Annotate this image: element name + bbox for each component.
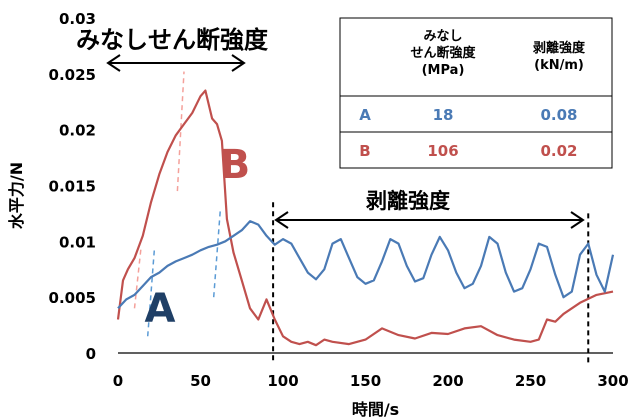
y-tick-label: 0.005 [49, 289, 96, 307]
curve-b-label: B [220, 142, 251, 188]
x-tick-label: 150 [350, 372, 381, 390]
y-tick-label: 0 [86, 345, 96, 363]
guide-b-right [176, 71, 185, 192]
peel-arrow-head-left [274, 211, 289, 229]
series-a-line [117, 220, 615, 310]
minashi-arrow-head-right [231, 54, 246, 72]
table-header-shear: せん断強度 [410, 45, 476, 61]
table-cell-sample: B [359, 142, 370, 160]
minashi-label: みなしせん断強度 [76, 26, 269, 54]
table-cell-peel: 0.08 [540, 106, 577, 124]
peel-label: 剥離強度 [366, 189, 450, 213]
series-lines [116, 89, 615, 347]
axes: 0 50 100 150 200 250 300 0 0.005 0.01 0.015 0.02 0.0… [7, 10, 629, 419]
x-tick-label: 50 [190, 372, 211, 390]
y-tick-label: 0.01 [59, 233, 96, 251]
table-header-peel: (kN/m) [534, 58, 584, 73]
y-tick-label: 0.015 [49, 178, 96, 196]
guide-lines [133, 71, 590, 363]
guide-b-left [133, 246, 142, 309]
y-tick-label: 0.025 [49, 66, 96, 84]
curve-a-label: A [145, 286, 176, 332]
table-cell-shear: 18 [433, 106, 454, 124]
x-tick-label: 0 [113, 372, 123, 390]
legend-table: みなしせん断強度 (MPa) 剥離強度 (kN/m) A 18 0.08 B 106 0.02 [339, 17, 613, 169]
table-cell-peel: 0.02 [540, 142, 577, 160]
peel-arrow-head-right [570, 211, 585, 229]
table-header-shear: みなし [423, 29, 462, 44]
table-cell-shear: 106 [427, 142, 458, 160]
y-axis-title: 水平力/N [7, 162, 26, 229]
y-tick-label: 0.02 [59, 122, 96, 140]
x-tick-label: 100 [267, 372, 298, 390]
table-header-shear: (MPa) [422, 63, 465, 78]
x-axis-title: 時間/s [352, 400, 399, 419]
guide-a-right [212, 210, 222, 298]
series-b-line [116, 89, 614, 347]
peel-arrow [274, 211, 585, 229]
table-frame [339, 17, 613, 169]
table-cell-sample: A [359, 106, 371, 124]
y-tick-label: 0.03 [59, 10, 96, 28]
table-header-peel: 剥離強度 [533, 40, 586, 56]
x-tick-label: 250 [515, 372, 546, 390]
x-tick-label: 200 [432, 372, 463, 390]
minashi-arrow-head-left [106, 54, 121, 72]
x-tick-label: 300 [597, 372, 628, 390]
minashi-arrow [106, 54, 246, 72]
